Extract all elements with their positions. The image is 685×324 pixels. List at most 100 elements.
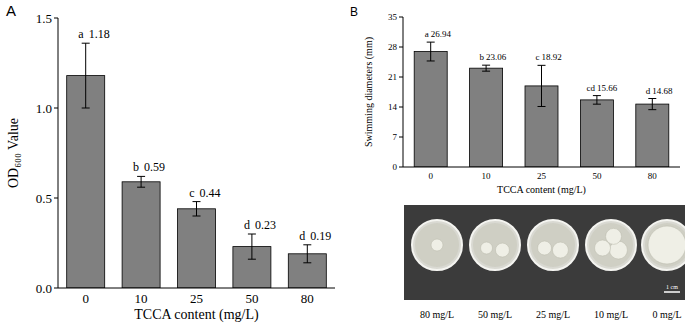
data-label: 0.59	[144, 160, 165, 174]
error-stem	[307, 245, 308, 263]
scale-bar	[664, 291, 680, 293]
y-axis-label: Swimming diameters (mm)	[363, 37, 375, 147]
y-tick-label: 28	[388, 42, 398, 52]
colony	[481, 242, 493, 254]
error-stem	[430, 42, 431, 61]
bar	[414, 52, 447, 167]
error-cap	[137, 187, 145, 188]
significance-letter: cd	[586, 83, 595, 93]
plate-label: 50 mg/L	[478, 309, 512, 320]
colony	[431, 239, 443, 251]
bar	[178, 209, 216, 288]
panel-title: B	[350, 5, 358, 19]
data-label: 0.23	[255, 218, 276, 232]
agar	[473, 223, 517, 267]
error-stem	[196, 202, 197, 216]
colony	[648, 226, 685, 264]
error-cap	[82, 43, 90, 44]
plate-photo: 1 cm	[404, 205, 685, 300]
figure: A0.00.51.01.5a1.180b0.5910c0.4425d0.2350…	[0, 0, 685, 324]
error-bar	[82, 43, 90, 108]
error-cap	[427, 60, 435, 61]
y-tick	[399, 107, 403, 108]
error-stem	[251, 234, 252, 259]
plate-label: 25 mg/L	[536, 309, 570, 320]
y-tick	[399, 167, 403, 168]
error-stem	[85, 43, 86, 108]
error-cap	[482, 65, 490, 66]
data-label: 23.06	[486, 52, 507, 62]
error-bar	[538, 65, 546, 106]
plate-label: 10 mg/L	[594, 309, 628, 320]
petri-dish	[412, 220, 462, 270]
significance-letter: c	[536, 52, 540, 62]
bar	[470, 68, 503, 167]
x-tick-label: 50	[245, 291, 258, 306]
error-cap	[303, 262, 311, 263]
x-tick-label: 0	[82, 291, 89, 306]
panel-title: A	[6, 2, 16, 19]
x-tick-label: 25	[537, 171, 547, 181]
x-tick-label: 0	[428, 171, 433, 181]
petri-dish	[528, 220, 578, 270]
bar	[122, 182, 160, 288]
significance-letter: d	[646, 86, 651, 96]
colony	[538, 241, 552, 255]
bar	[580, 100, 613, 167]
y-tick	[54, 198, 58, 199]
error-cap	[193, 201, 201, 202]
error-stem	[652, 99, 653, 110]
significance-letter: a	[78, 27, 84, 41]
y-tick-label: 1.5	[36, 11, 52, 26]
y-tick	[54, 108, 58, 109]
bar	[636, 104, 669, 167]
significance-letter: d	[299, 229, 305, 243]
error-bar	[648, 99, 656, 110]
y-tick-label: 0.0	[36, 281, 52, 296]
error-cap	[593, 104, 601, 105]
y-tick	[399, 77, 403, 78]
significance-letter: a	[425, 29, 429, 39]
data-label: 26.94	[431, 29, 452, 39]
petri-dish	[642, 220, 685, 270]
x-axis	[403, 167, 680, 168]
error-bar	[593, 96, 601, 105]
y-tick	[399, 137, 403, 138]
y-tick-label: 14	[388, 102, 398, 112]
petri-dish	[586, 220, 636, 270]
x-axis-label: TCCA content (mg/L)	[134, 307, 259, 323]
y-tick-label: 21	[388, 72, 397, 82]
y-axis-label: OD₆₀₀ Value	[6, 118, 21, 188]
agar	[589, 223, 633, 267]
y-axis	[58, 18, 59, 288]
x-tick-label: 10	[135, 291, 148, 306]
marks	[414, 42, 669, 167]
x-tick-label: 80	[648, 171, 658, 181]
error-cap	[427, 42, 435, 43]
x-tick-label: 10	[482, 171, 492, 181]
error-cap	[538, 106, 546, 107]
chart: B0714212835a26.940b23.0610c18.9225cd15.6…	[350, 5, 680, 196]
y-tick-label: 35	[388, 12, 398, 22]
error-stem	[541, 65, 542, 106]
error-cap	[593, 95, 601, 96]
error-cap	[648, 98, 656, 99]
data-label: 0.19	[310, 229, 331, 243]
agar	[415, 223, 459, 267]
error-cap	[82, 108, 90, 109]
y-tick-label: 0.5	[36, 191, 52, 206]
y-tick-label: 7	[393, 132, 398, 142]
error-cap	[482, 71, 490, 72]
error-stem	[486, 65, 487, 71]
colony	[495, 243, 509, 257]
significance-letter: d	[244, 218, 250, 232]
colony	[552, 242, 568, 258]
y-tick	[399, 47, 403, 48]
agar	[645, 223, 685, 267]
plate-label: 80 mg/L	[420, 309, 454, 320]
x-tick-label: 25	[190, 291, 203, 306]
y-axis	[403, 17, 404, 167]
error-stem	[596, 96, 597, 105]
error-cap	[248, 234, 256, 235]
data-label: 1.18	[89, 27, 110, 41]
